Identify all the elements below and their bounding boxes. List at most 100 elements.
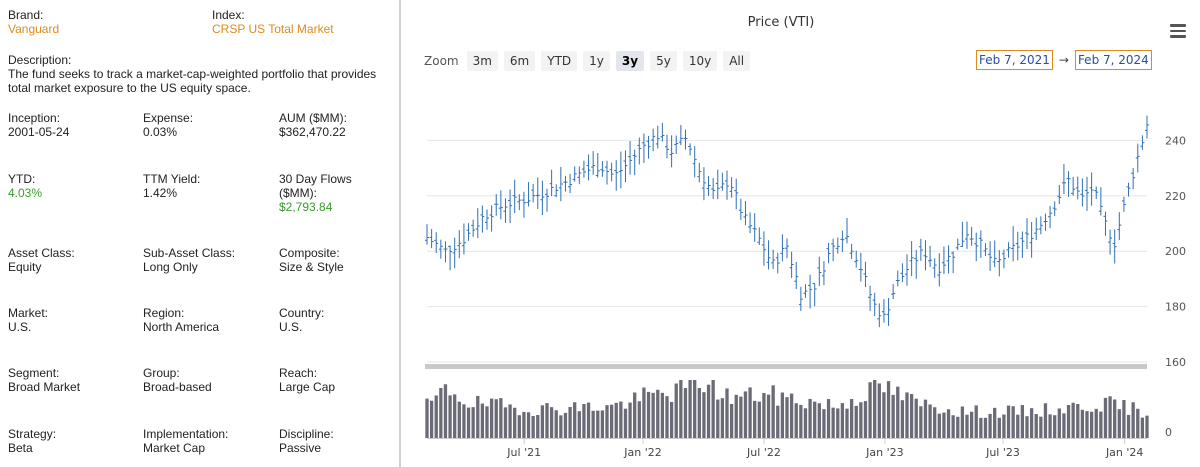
volume-bar [808, 398, 812, 438]
segment-field: Segment: Broad Market [8, 366, 80, 394]
price-bar [752, 213, 757, 242]
range-from-input[interactable]: Feb 7, 2021 [976, 50, 1053, 70]
ttm-yield-field: TTM Yield: 1.42% [143, 172, 200, 200]
zoom-button-10y[interactable]: 10y [682, 51, 718, 71]
volume-bar [693, 380, 697, 438]
zoom-buttons: 3m 6m YTD 1y 3y 5y 10y All [466, 51, 757, 71]
volume-bar [983, 417, 988, 438]
volume-bar [882, 392, 886, 438]
price-bar [461, 223, 466, 255]
price-tick-200: 200 [1165, 245, 1186, 258]
chart-title: Price (VTI) [747, 15, 815, 30]
zoom-button-5y[interactable]: 5y [650, 51, 677, 71]
volume-bar [900, 400, 905, 438]
price-bar [1117, 212, 1122, 241]
time-tick-label: Jul '21 [506, 446, 541, 459]
discipline-label: Discipline: [279, 427, 334, 441]
volume-bar [1034, 414, 1038, 438]
zoom-button-all[interactable]: All [723, 51, 751, 71]
price-bar [1145, 115, 1149, 139]
volume-bar [508, 404, 512, 438]
volume-bar [429, 400, 434, 438]
group-label: Group: [143, 366, 180, 380]
zoom-button-6m[interactable]: 6m [503, 51, 536, 71]
price-bar [775, 252, 780, 274]
range-to-input[interactable]: Feb 7, 2024 [1074, 50, 1152, 70]
price-bar [1020, 231, 1025, 258]
price-bar [900, 263, 905, 283]
price-bar [1048, 206, 1053, 229]
price-bar [586, 154, 591, 181]
price-bar [1052, 201, 1057, 217]
price-bar [683, 129, 688, 150]
price-bar [697, 162, 702, 183]
zoom-button-ytd[interactable]: YTD [541, 51, 578, 71]
volume-bar [642, 387, 646, 438]
price-bar [711, 178, 716, 200]
price-bar [489, 205, 494, 232]
volume-bar [1136, 408, 1140, 438]
price-bar [1108, 229, 1113, 255]
price-bar [466, 223, 471, 241]
volume-bar [1113, 399, 1117, 438]
brand-value[interactable]: Vanguard [8, 22, 60, 36]
price-bar [729, 177, 734, 198]
volume-bar [753, 400, 757, 438]
price-bar [655, 125, 660, 149]
volume-bar [1016, 414, 1020, 438]
price-bar [485, 209, 489, 230]
hamburger-menu-icon[interactable] [1170, 24, 1186, 38]
volume-bar [766, 394, 771, 438]
volume-bar [863, 401, 868, 438]
price-bar [1071, 176, 1076, 196]
zoom-button-1y[interactable]: 1y [583, 51, 610, 71]
volume-bar [1094, 408, 1098, 438]
navigator-separator[interactable] [425, 364, 1147, 369]
asset-class-label: Asset Class: [8, 246, 75, 260]
price-bar [794, 261, 799, 290]
volume-bar [1099, 411, 1103, 438]
volume-bar [453, 394, 457, 438]
volume-bar [942, 412, 946, 438]
time-tick-label: Jul '23 [985, 446, 1020, 459]
sub-asset-class-label: Sub-Asset Class: [143, 246, 236, 260]
volume-bar [540, 405, 545, 438]
volume-bar [480, 403, 485, 438]
price-bar [452, 237, 457, 269]
discipline-value: Passive [279, 441, 322, 455]
price-bar [545, 188, 549, 212]
reach-label: Reach: [279, 366, 318, 380]
price-bar [688, 143, 693, 156]
price-bar [494, 194, 499, 216]
index-value[interactable]: CRSP US Total Market [212, 22, 334, 36]
volume-bar [499, 398, 503, 438]
price-bar [1015, 231, 1020, 261]
price-bar [868, 285, 873, 311]
time-tick-label: Jan '22 [623, 446, 661, 459]
price-bar [572, 166, 577, 182]
price-bar [978, 230, 983, 258]
price-bar [720, 172, 725, 191]
description-field: Description: The fund seeks to track a m… [8, 53, 388, 95]
volume-bar [868, 382, 872, 438]
volume-bar [729, 403, 734, 438]
volume-bar [813, 401, 817, 438]
flows-label: 30 Day Flows ($MM): [279, 172, 352, 200]
fund-details-panel: Brand: Vanguard Index: CRSP US Total Mar… [0, 0, 398, 467]
volume-bar [476, 395, 480, 438]
index-label: Index: [212, 8, 245, 22]
price-bar [941, 246, 946, 275]
price-bar [969, 226, 974, 246]
volume-bar [937, 413, 941, 438]
volume-bar [974, 405, 978, 438]
price-bar [600, 161, 605, 177]
composite-label: Composite: [279, 246, 340, 260]
volume-bar [1076, 404, 1080, 438]
zoom-button-3m[interactable]: 3m [466, 51, 498, 71]
zoom-button-3y[interactable]: 3y [615, 51, 645, 71]
price-tick-180: 180 [1165, 301, 1186, 314]
market-label: Market: [8, 306, 49, 320]
group-field: Group: Broad-based [143, 366, 212, 394]
zoom-bar: Zoom 3m 6m YTD 1y 3y 5y 10y All [424, 51, 756, 71]
volume-bar [1011, 406, 1015, 438]
